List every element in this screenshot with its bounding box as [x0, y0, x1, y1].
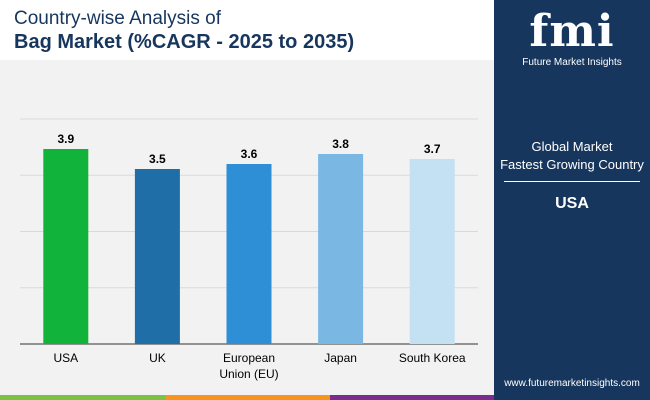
- panel-divider: [504, 181, 640, 182]
- panel-label-fastest-growing: Fastest Growing Country: [500, 157, 644, 172]
- value-label: 3.8: [332, 137, 349, 151]
- category-label: USA: [53, 351, 78, 365]
- category-label: UK: [149, 351, 166, 365]
- logo-subtitle: Future Market Insights: [522, 57, 622, 68]
- bar-european-union-eu: [226, 164, 272, 344]
- value-label: 3.9: [57, 132, 74, 146]
- bottom-stripe-orange: [165, 395, 330, 400]
- chart-title-line1: Country-wise Analysis of: [14, 8, 221, 29]
- website-link[interactable]: www.futuremarketinsights.com: [504, 378, 640, 389]
- panel-label-global-market: Global Market: [531, 139, 613, 154]
- fmi-logo: fmi Future Market Insights: [494, 0, 650, 74]
- category-label: South Korea: [399, 351, 466, 365]
- bottom-stripe-green: [0, 395, 165, 400]
- bar-uk: [134, 169, 180, 344]
- category-label: European: [223, 351, 275, 365]
- value-label: 3.6: [241, 147, 258, 161]
- chart-title-line2: Bag Market (%CAGR - 2025 to 2035): [14, 31, 355, 53]
- bar-chart: 3.9 USA 3.5 UK 3.6 European Union (EU) 3.8 Japan…: [20, 118, 478, 381]
- bar-japan: [318, 154, 364, 344]
- bar-usa: [43, 149, 89, 344]
- logo-text: fmi: [529, 6, 615, 57]
- fastest-growing-country-value: USA: [555, 195, 589, 212]
- bottom-stripe-purple: [330, 395, 494, 400]
- category-label: Japan: [324, 351, 357, 365]
- value-label: 3.5: [149, 152, 166, 166]
- value-label: 3.7: [424, 142, 441, 156]
- category-label: Union (EU): [219, 367, 278, 381]
- bar-south-korea: [409, 159, 455, 344]
- info-panel: fmi Future Market Insights Global Market…: [494, 0, 650, 400]
